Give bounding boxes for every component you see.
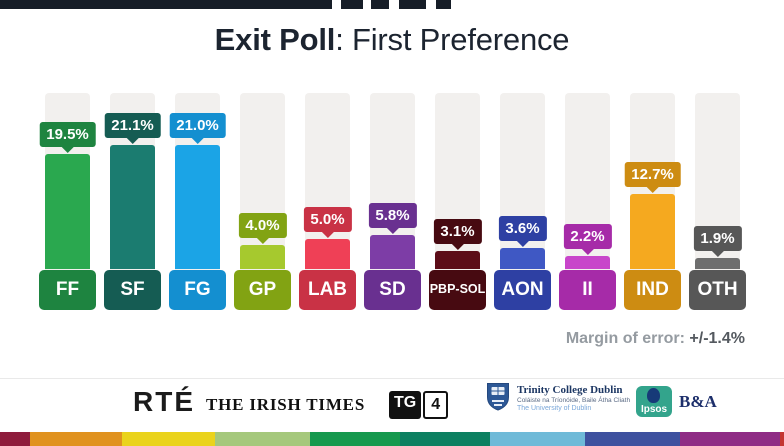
bar-column-FF: 19.5% FF xyxy=(35,93,100,310)
bar-party-label: PBP-​SOL xyxy=(429,270,486,310)
bar-value-tag: 5.8% xyxy=(368,203,417,228)
bar-party-label: AON xyxy=(494,270,551,310)
ipsos-ba-logo: Ipsos B&A xyxy=(636,386,717,417)
bar-value-tag: 12.7% xyxy=(624,162,681,187)
bar-fill xyxy=(500,248,545,269)
rte-logo: RTÉ xyxy=(133,386,195,417)
ipsos-blob-icon xyxy=(647,388,660,403)
bar-party-label: SD xyxy=(364,270,421,310)
bar-party-label: FF xyxy=(39,270,96,310)
bar-fill xyxy=(695,258,740,269)
stripe-segment xyxy=(400,432,490,446)
trinity-irish-name: Coláiste na Tríonóide, Baile Átha Cliath xyxy=(517,397,631,404)
trinity-college-logo: Trinity College Dublin Coláiste na Tríon… xyxy=(486,382,630,417)
bar-column-SD: 5.8% SD xyxy=(360,93,425,310)
brand-color-stripe xyxy=(0,432,784,446)
bar-party-label: FG xyxy=(169,270,226,310)
stripe-segment xyxy=(680,432,780,446)
bar-value-tag: 21.0% xyxy=(169,113,226,138)
stripe-segment xyxy=(585,432,680,446)
banner-fragment xyxy=(341,0,363,9)
banner-fragment xyxy=(436,0,451,9)
stripe-segment xyxy=(310,432,400,446)
bar-value-tag: 19.5% xyxy=(39,122,96,147)
bar-fill xyxy=(565,256,610,269)
bar-column-GP: 4.0% GP xyxy=(230,93,295,310)
stripe-segment xyxy=(780,432,784,446)
stripe-segment xyxy=(215,432,310,446)
bar-column-AON: 3.6% AON xyxy=(490,93,555,310)
trinity-subtitle: The University of Dublin xyxy=(517,405,592,412)
stripe-segment xyxy=(30,432,122,446)
cutoff-ticker-banner xyxy=(0,0,455,9)
margin-of-error-label: Margin of error: xyxy=(565,330,685,347)
bar-fill xyxy=(305,239,350,269)
trinity-name: Trinity College Dublin xyxy=(517,384,623,396)
bar-fill xyxy=(175,145,220,269)
bar-column-FG: 21.0% FG xyxy=(165,93,230,310)
trinity-shield-icon xyxy=(486,382,510,417)
bar-value-tag: 4.0% xyxy=(238,213,287,238)
banner-fragment xyxy=(371,0,389,9)
bar-value-tag: 1.9% xyxy=(693,226,742,251)
bar-fill xyxy=(435,251,480,269)
title-bold: Exit Poll xyxy=(214,22,336,57)
stripe-segment xyxy=(490,432,585,446)
banner-fragment xyxy=(399,0,426,9)
stripe-segment xyxy=(0,432,30,446)
bar-fill xyxy=(630,194,675,269)
margin-of-error-value: +/-1.4% xyxy=(689,330,745,347)
ipsos-wordmark: Ipsos xyxy=(640,404,668,415)
bar-party-label: OTH xyxy=(689,270,746,310)
bar-fill xyxy=(370,235,415,269)
bar-column-SF: 21.1% SF xyxy=(100,93,165,310)
tg4-logo-4: 4 xyxy=(423,391,449,419)
bar-party-label: SF xyxy=(104,270,161,310)
ba-wordmark: B&A xyxy=(679,391,717,411)
bar-column-LAB: 5.0% LAB xyxy=(295,93,360,310)
footer-divider xyxy=(0,378,784,379)
bar-column-II: 2.2% II xyxy=(555,93,620,310)
bar-fill xyxy=(110,145,155,269)
trinity-text-block: Trinity College Dublin Coláiste na Tríon… xyxy=(517,382,630,412)
bar-value-tag: 21.1% xyxy=(104,113,161,138)
irish-times-logo: THE IRISH TIMES xyxy=(206,395,366,414)
page-title: Exit Poll: First Preference xyxy=(0,22,784,58)
bar-fill xyxy=(45,154,90,269)
bar-party-label: II xyxy=(559,270,616,310)
bar-column-OTH: 1.9% OTH xyxy=(685,93,750,310)
banner-fragment xyxy=(0,0,332,9)
bar-party-label: IND xyxy=(624,270,681,310)
bar-value-tag: 5.0% xyxy=(303,207,352,232)
bar-party-label: GP xyxy=(234,270,291,310)
stripe-segment xyxy=(122,432,215,446)
ipsos-icon: Ipsos xyxy=(636,386,672,417)
bar-value-tag: 3.6% xyxy=(498,216,547,241)
bar-column-PBP-SOL: 3.1% PBP-​SOL xyxy=(425,93,490,310)
bar-value-tag: 2.2% xyxy=(563,224,612,249)
margin-of-error-note: Margin of error: +/-1.4% xyxy=(566,330,745,348)
bar-value-tag: 3.1% xyxy=(433,219,482,244)
title-rest: : First Preference xyxy=(335,22,570,57)
bar-party-label: LAB xyxy=(299,270,356,310)
tg4-logo: TG 4 xyxy=(389,391,449,419)
bar-fill xyxy=(240,245,285,269)
tg4-logo-tg: TG xyxy=(389,391,422,419)
bar-column-IND: 12.7% IND xyxy=(620,93,685,310)
bar-chart: 19.5% FF 21.1% SF 21.0% FG 4.0% GP 5.0% LAB 5.8% SD… xyxy=(35,93,750,310)
